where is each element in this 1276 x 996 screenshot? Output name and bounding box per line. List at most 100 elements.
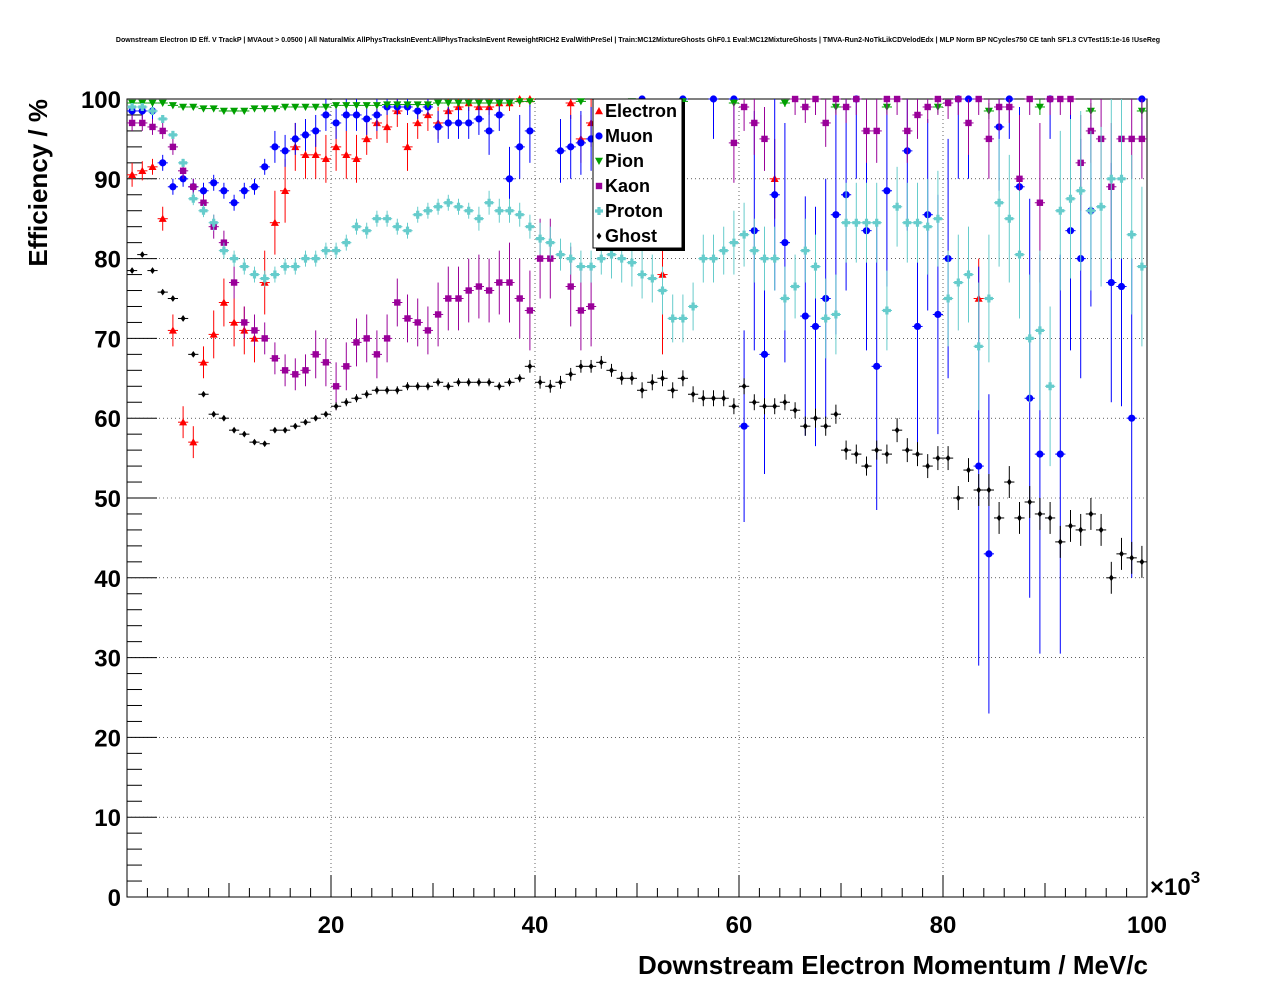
kaon-point [791, 95, 799, 103]
pion-point [240, 107, 249, 115]
muon-point [1117, 282, 1126, 291]
ghost-point [915, 450, 920, 458]
proton-point [678, 314, 687, 323]
kaon-point [975, 95, 982, 103]
ghost-point [823, 422, 829, 430]
ghost-point [721, 394, 727, 402]
kaon-point [353, 339, 360, 346]
proton-point [1076, 186, 1085, 195]
ghost-point [884, 450, 890, 458]
proton-point [668, 314, 677, 323]
muon-point [913, 322, 922, 331]
pion-point [362, 102, 371, 110]
muon-point [454, 119, 463, 127]
proton-point [648, 274, 657, 283]
ghost-point [670, 386, 676, 394]
x-axis-title: Downstream Electron Momentum / MeV/c [638, 950, 1148, 980]
proton-point [525, 222, 534, 231]
kaon-point [312, 351, 319, 358]
proton-point [842, 218, 851, 227]
proton-point [1086, 206, 1095, 215]
ghost-point [731, 402, 737, 410]
legend-box [592, 98, 683, 249]
legend-muon-label: Muon [605, 126, 653, 146]
ghost-point [925, 462, 931, 470]
proton-point [729, 238, 738, 247]
muon-point [801, 312, 809, 320]
proton-point [281, 262, 290, 271]
pion-point [321, 103, 330, 111]
ghost-point [537, 378, 543, 386]
kaon-point [383, 335, 391, 342]
pion-point [444, 99, 453, 107]
muon-point [322, 111, 330, 119]
proton-point [791, 282, 800, 291]
pion-point [372, 102, 381, 110]
pion-point [413, 101, 422, 109]
pion-point [332, 102, 341, 110]
kaon-point [139, 119, 146, 127]
pion-point [1035, 103, 1044, 111]
kaon-point [812, 95, 819, 103]
kaon-point [281, 367, 289, 374]
pion-point [219, 107, 228, 115]
ghost-point [252, 438, 257, 446]
ghost-point [160, 288, 166, 296]
proton-point [495, 206, 504, 215]
kaon-point [536, 255, 544, 262]
electron-point [332, 142, 341, 151]
muon-point [352, 111, 361, 119]
proton-point [240, 262, 249, 271]
ghost-point [976, 486, 982, 494]
proton-point [444, 198, 453, 207]
proton-point [270, 270, 279, 279]
ghost-point [384, 386, 390, 394]
proton-point [780, 294, 789, 303]
muon-point [332, 119, 340, 127]
pion-point [505, 99, 514, 107]
ghost-point [323, 410, 329, 418]
proton-point [576, 262, 585, 271]
proton-point [311, 254, 320, 263]
ghost-point [751, 398, 757, 406]
ghost-point [415, 382, 421, 390]
ghost-point [609, 366, 614, 374]
ghost-point [150, 267, 155, 274]
muon-point [373, 111, 381, 119]
kaon-point [1036, 199, 1044, 206]
muon-point [811, 322, 820, 331]
electron-point [168, 326, 177, 334]
x-tick-label: 80 [930, 912, 957, 939]
kaon-point [1016, 175, 1023, 182]
kaon-point [394, 299, 401, 306]
ghost-point [170, 295, 176, 302]
proton-point [209, 218, 218, 227]
proton-point [597, 254, 606, 263]
proton-point [872, 218, 881, 227]
kaon-point [404, 315, 411, 322]
electron-point [352, 154, 361, 163]
proton-point [464, 206, 473, 215]
electron-point [311, 150, 320, 159]
proton-point [923, 222, 932, 231]
muon-point [434, 123, 442, 131]
proton-point [801, 246, 810, 255]
series-proton [127, 99, 1147, 467]
electron-point [189, 438, 198, 446]
pion-point [250, 105, 259, 113]
muon-point [516, 143, 524, 151]
electron-point [148, 162, 157, 171]
muon-point [475, 115, 483, 123]
electron-point [342, 150, 351, 159]
muon-point [975, 462, 983, 470]
series-ghost [127, 251, 1147, 594]
proton-point [760, 254, 769, 263]
ghost-point [496, 382, 502, 390]
y-tick-label: 100 [81, 87, 121, 114]
ghost-point [221, 414, 227, 422]
muon-point [261, 163, 269, 171]
pion-point [189, 103, 198, 111]
proton-point [811, 262, 820, 271]
pion-point [780, 99, 789, 107]
